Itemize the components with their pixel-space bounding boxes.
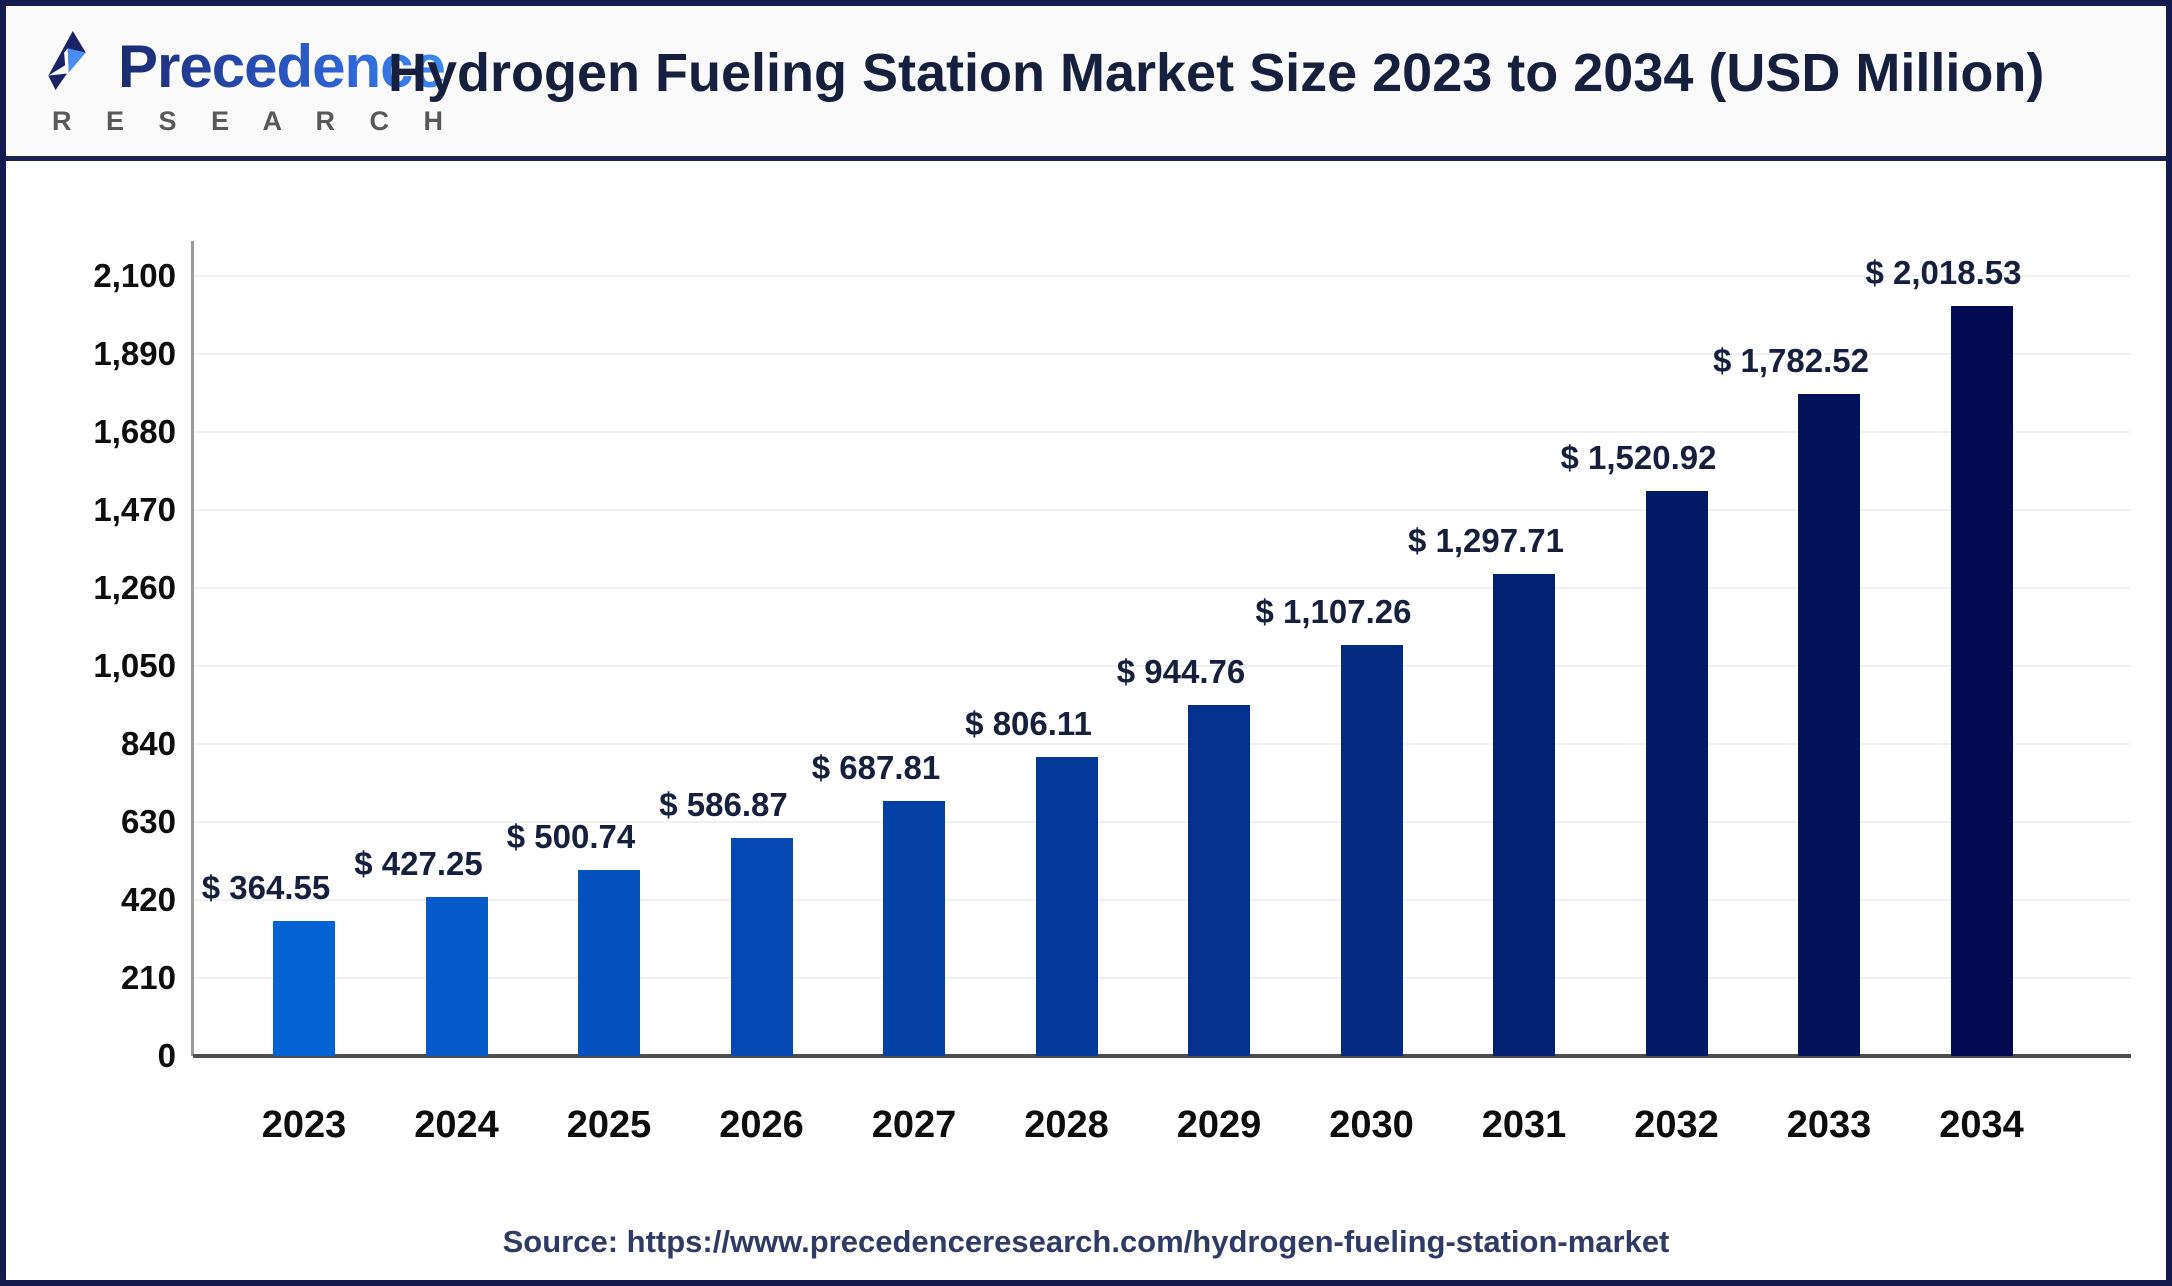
gridline (193, 743, 2131, 745)
y-tick-label: 1,260 (93, 569, 176, 606)
bar-2027 (883, 800, 945, 1056)
bar-2025 (578, 870, 640, 1056)
gridline (193, 665, 2131, 667)
bar-value-label: $ 1,297.71 (1408, 521, 1564, 559)
chart-title: Hydrogen Fueling Station Market Size 202… (388, 43, 2045, 103)
x-tick-label: 2023 (261, 1104, 347, 1146)
bar-value-label: $ 2,018.53 (1865, 254, 2022, 292)
gridline (193, 353, 2131, 355)
bar-2034 (1950, 306, 2013, 1056)
bar-value-label: $ 1,782.52 (1713, 341, 1869, 379)
bar-value-label: $ 944.76 (1116, 653, 1246, 691)
bar-value-label: $ 1,520.92 (1560, 439, 1717, 477)
source-attribution: Source: https://www.precedenceresearch.c… (502, 1224, 1670, 1259)
bar-value-label: $ 687.81 (811, 748, 941, 786)
y-axis-line (191, 241, 194, 1056)
x-tick-label: 2034 (1939, 1104, 2024, 1146)
bar-2031 (1493, 573, 1555, 1056)
x-tick-label: 2030 (1329, 1104, 1414, 1146)
gridline (193, 977, 2131, 979)
bar-2032 (1645, 491, 1708, 1056)
bar-value-label: $ 500.74 (506, 818, 636, 855)
bar-value-label: $ 364.55 (201, 868, 331, 906)
y-tick-label: 1,680 (93, 413, 176, 450)
bar-value-label: $ 427.25 (354, 845, 483, 883)
logo-sub-text: R E S E A R C H (52, 106, 457, 136)
bar-2023 (273, 920, 335, 1056)
x-tick-label: 2025 (566, 1104, 652, 1146)
y-tick-label: 210 (120, 959, 176, 996)
bar-value-label: $ 806.11 (965, 704, 1092, 742)
x-tick-label: 2027 (871, 1104, 957, 1146)
y-tick-label: 1,470 (93, 491, 176, 528)
bar-2028 (1035, 756, 1098, 1056)
bar-2024 (425, 897, 488, 1056)
y-tick-label: 2,100 (93, 257, 176, 294)
y-tick-label: 0 (157, 1037, 176, 1074)
gridline (193, 431, 2131, 433)
bar-2026 (730, 838, 793, 1056)
bar-2029 (1188, 705, 1250, 1056)
x-tick-label: 2024 (414, 1104, 499, 1146)
y-tick-label: 840 (120, 725, 176, 762)
y-tick-label: 1,050 (93, 647, 176, 684)
paper-plane-logo-icon (48, 31, 86, 91)
logo-row: Precedence (44, 28, 457, 106)
x-tick-label: 2028 (1024, 1104, 1109, 1146)
bar-2030 (1340, 644, 1403, 1056)
x-axis-line (193, 1054, 2131, 1058)
gridline (193, 509, 2131, 511)
precedence-research-logo: Precedence R E S E A R C H (44, 28, 457, 137)
gridline (193, 587, 2131, 589)
gridline (193, 899, 2131, 901)
x-tick-label: 2026 (719, 1104, 804, 1146)
gridline (193, 275, 2131, 277)
gridline (193, 821, 2131, 823)
y-tick-label: 420 (120, 881, 176, 918)
y-tick-label: 1,890 (93, 335, 176, 372)
logo-brand-text: Precedence (118, 28, 446, 106)
x-tick-label: 2033 (1786, 1104, 1872, 1146)
x-tick-label: 2032 (1634, 1104, 1719, 1146)
bar-2033 (1798, 393, 1860, 1056)
bar-value-label: $ 586.87 (659, 786, 788, 824)
x-tick-label: 2029 (1176, 1104, 1262, 1146)
header-bar: Precedence R E S E A R C H Hydrogen Fuel… (6, 6, 2166, 161)
bar-value-label: $ 1,107.26 (1255, 592, 1412, 630)
x-tick-label: 2031 (1481, 1104, 1567, 1146)
y-tick-label: 630 (120, 803, 176, 840)
